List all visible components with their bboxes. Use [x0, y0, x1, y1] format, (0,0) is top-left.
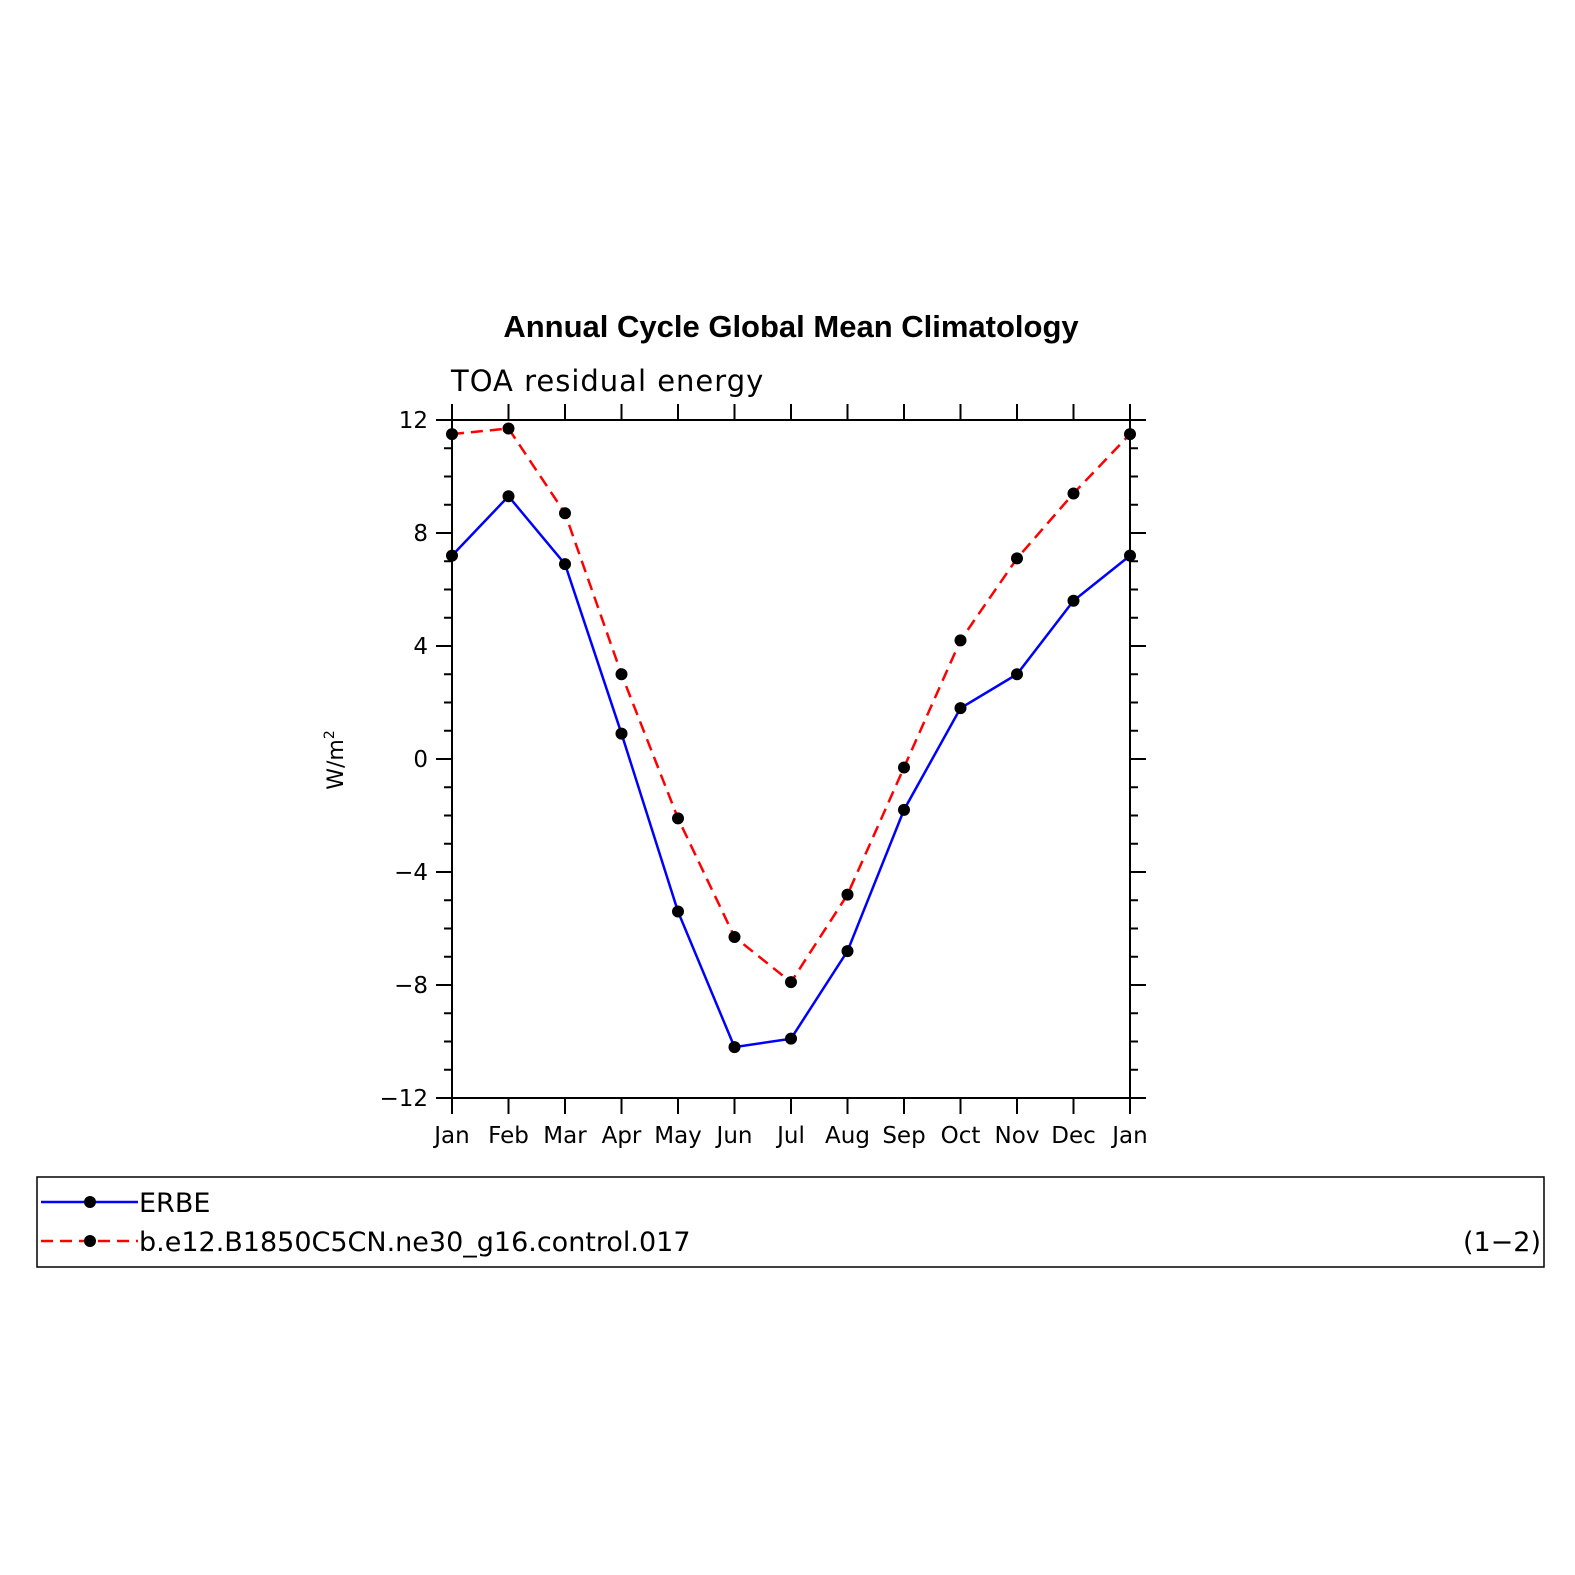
series-1-point	[785, 976, 797, 989]
y-axis-label: W/m2	[322, 730, 349, 790]
series-0-point	[446, 549, 458, 562]
legend: ERBE b.e12.B1850C5CN.ne30_g16.control.01…	[36, 1176, 1545, 1268]
plot-frame	[451, 419, 1131, 1099]
x-tick-label: Jul	[775, 1123, 805, 1149]
series-layer	[446, 422, 1136, 1054]
legend-box	[36, 1176, 1545, 1268]
series-0-point	[728, 1041, 741, 1054]
y-tick-label: −4	[394, 860, 428, 886]
series-1-point	[615, 668, 628, 681]
y-axis-label-text: W/m	[324, 739, 349, 790]
x-tick-label: Aug	[825, 1123, 870, 1149]
y-tick-label: 0	[413, 747, 428, 773]
legend-marker-erbe	[84, 1196, 96, 1208]
y-tick-label: 4	[413, 634, 428, 660]
legend-marker-control	[84, 1235, 96, 1247]
series-1-point	[954, 634, 967, 647]
series-0-point	[1124, 549, 1136, 562]
legend-label-control: b.e12.B1850C5CN.ne30_g16.control.017	[139, 1227, 691, 1258]
series-1-point	[1011, 552, 1023, 565]
series-line-0	[451, 494, 1131, 1049]
axis-ticks	[436, 404, 1146, 1114]
series-0-point	[615, 727, 628, 740]
series-0-point	[785, 1032, 797, 1045]
legend-note: (1−2)	[1463, 1227, 1541, 1258]
x-tick-label: Oct	[941, 1123, 981, 1149]
series-1-point	[1067, 487, 1080, 500]
series-1-point	[502, 422, 515, 435]
x-tick-label: Jun	[715, 1123, 753, 1149]
series-1-point	[1124, 428, 1136, 441]
series-0-point	[1067, 594, 1080, 607]
x-tick-label: Mar	[543, 1123, 587, 1149]
x-tick-label: Apr	[602, 1123, 642, 1149]
series-0-point	[954, 702, 967, 715]
chart-subtitle: TOA residual energy	[450, 364, 764, 398]
series-1-point	[841, 888, 854, 901]
x-tick-label: Sep	[882, 1123, 925, 1149]
x-tick-label: May	[654, 1123, 702, 1149]
y-tick-label: −12	[379, 1086, 428, 1112]
series-1-point	[898, 761, 910, 774]
x-tick-label: Jan	[1110, 1123, 1147, 1149]
y-tick-label: −8	[394, 973, 428, 999]
series-0-point	[898, 803, 910, 816]
x-tick-label: Dec	[1051, 1123, 1096, 1149]
series-0-point	[502, 490, 515, 503]
series-line-1	[451, 427, 1131, 985]
series-0-point	[672, 905, 684, 918]
series-0-point	[841, 945, 854, 958]
x-tick-label: Nov	[995, 1123, 1040, 1149]
series-1-point	[446, 428, 458, 441]
y-tick-labels: −12 −8 −4 0 4 8 12	[379, 408, 428, 1112]
series-1-point	[728, 930, 741, 943]
series-0-point	[1011, 668, 1023, 681]
y-axis-label-superscript: 2	[322, 730, 338, 739]
y-tick-label: 12	[399, 408, 428, 434]
x-tick-label: Feb	[488, 1123, 529, 1149]
x-tick-labels: Jan Feb Mar Apr May Jun Jul Aug Sep Oct Nov Dec Jan	[432, 1123, 1147, 1149]
legend-label-erbe: ERBE	[139, 1188, 210, 1219]
series-1-point	[672, 812, 684, 825]
series-0-point	[559, 558, 571, 571]
x-tick-label: Jan	[432, 1123, 469, 1149]
y-tick-label: 8	[413, 521, 428, 547]
plot-border	[451, 419, 1131, 1099]
chart-title: Annual Cycle Global Mean Climatology	[503, 309, 1079, 344]
series-1-point	[559, 507, 571, 520]
